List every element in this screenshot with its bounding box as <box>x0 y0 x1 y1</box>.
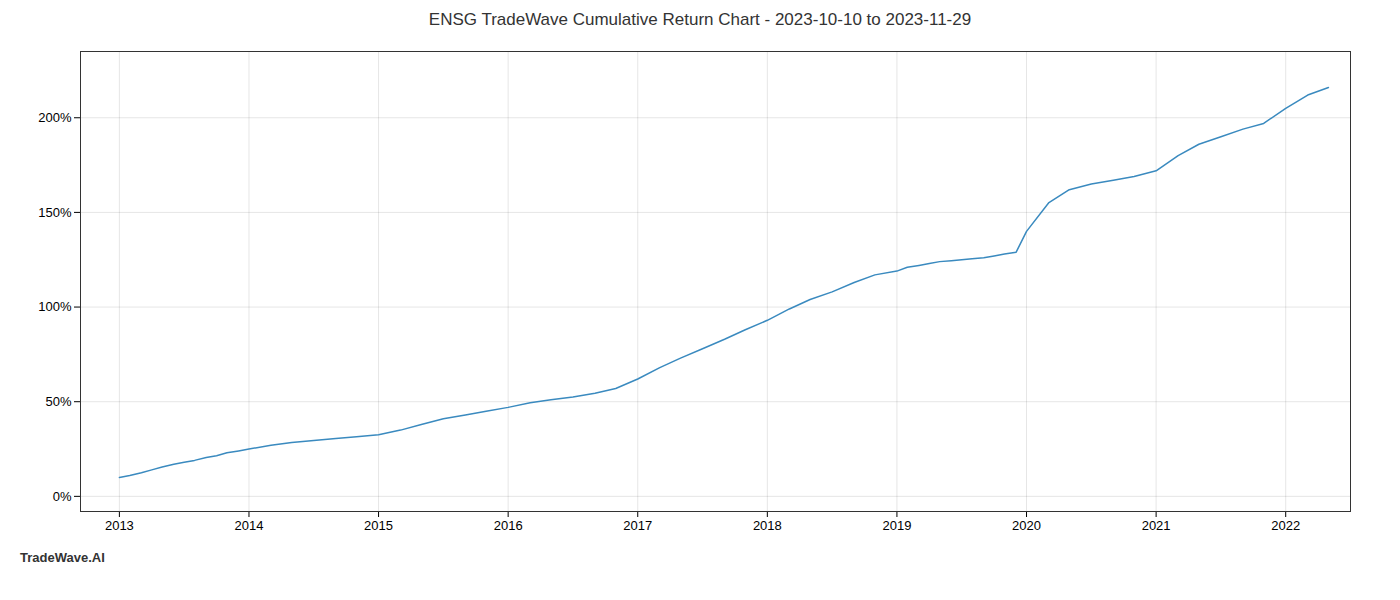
html-text:ENSG TradeWave Cumulative Retu: ENSG TradeWave Cumulative Return Chart -… <box>428 10 972 29</box>
svg-text:2013: 2013 <box>105 518 134 533</box>
svg-text:2021: 2021 <box>1142 518 1171 533</box>
svg-text:2022: 2022 <box>1271 518 1300 533</box>
svg-text:150%: 150% <box>38 205 72 220</box>
svg-text:0%: 0% <box>53 489 72 504</box>
svg-text:2019: 2019 <box>882 518 911 533</box>
svg-text:50%: 50% <box>45 394 71 409</box>
svg-text:2020: 2020 <box>1012 518 1041 533</box>
svg-text:2018: 2018 <box>753 518 782 533</box>
svg-text:2017: 2017 <box>623 518 652 533</box>
svg-text:2015: 2015 <box>364 518 393 533</box>
svg-text:200%: 200% <box>38 110 72 125</box>
html-text:TradeWave.AI: TradeWave.AI <box>20 550 105 565</box>
svg-text:100%: 100% <box>38 299 72 314</box>
svg-text:2016: 2016 <box>494 518 523 533</box>
svg-text:2014: 2014 <box>235 518 264 533</box>
